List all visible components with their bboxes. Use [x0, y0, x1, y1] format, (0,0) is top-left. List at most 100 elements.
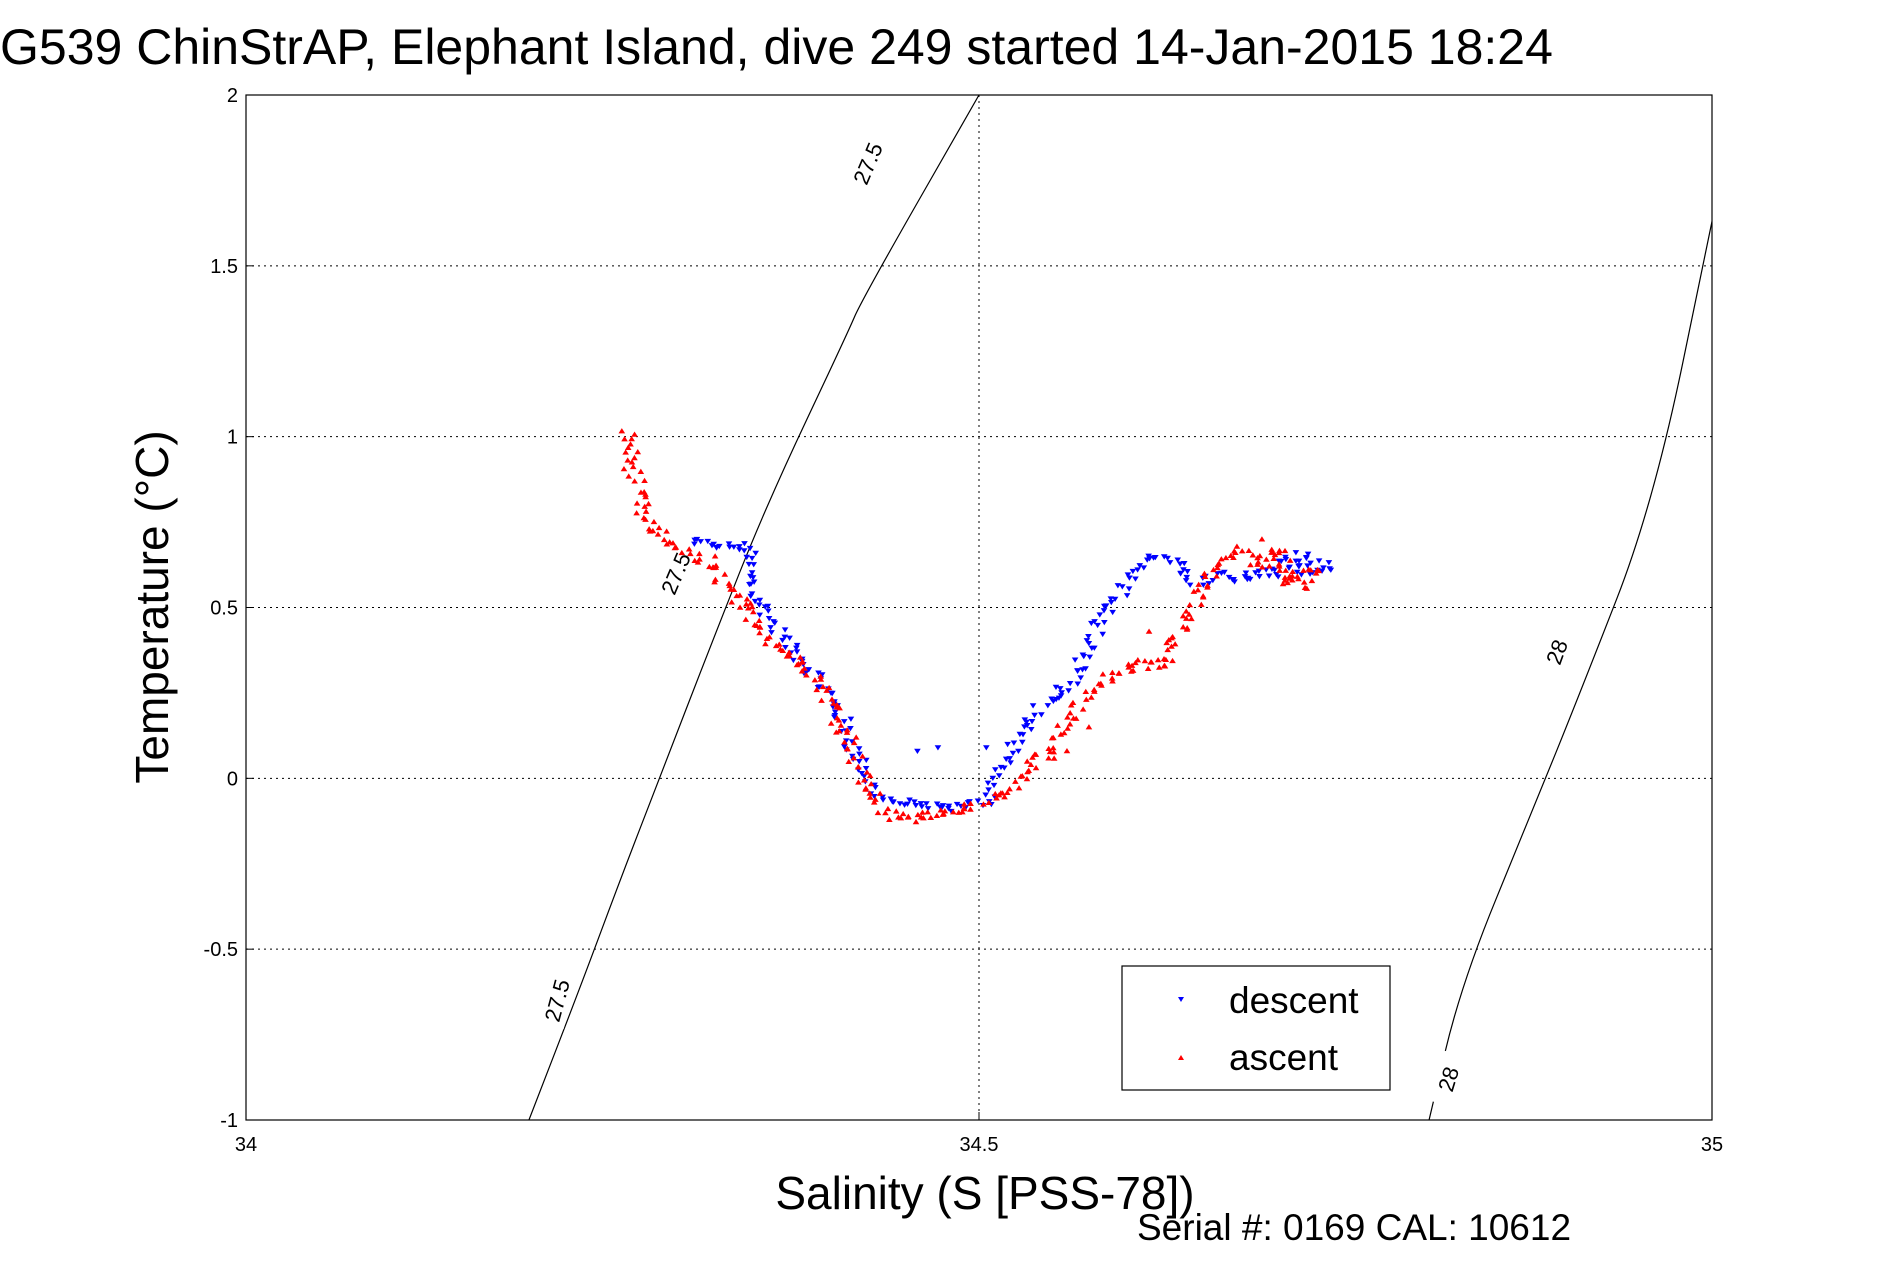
- ascent-point: [1300, 579, 1308, 585]
- descent-point: [1083, 638, 1091, 644]
- ascent-point: [633, 500, 641, 506]
- ascent-point: [654, 531, 662, 537]
- descent-point: [831, 709, 839, 715]
- ascent-point: [1201, 570, 1208, 576]
- descent-point: [740, 548, 748, 554]
- ascent-point: [801, 665, 808, 671]
- descent-point: [1088, 620, 1095, 627]
- chart-title: G539 ChinStrAP, Elephant Island, dive 24…: [0, 19, 1553, 75]
- ascent-point: [726, 582, 734, 589]
- descent-point: [1221, 569, 1228, 576]
- ascent-point: [1263, 556, 1270, 562]
- ascent-point: [1169, 633, 1176, 640]
- descent-point: [1126, 575, 1133, 581]
- descent-point: [858, 771, 866, 777]
- descent-point: [847, 726, 854, 732]
- descent-point: [1125, 586, 1133, 592]
- ascent-point: [1090, 686, 1098, 693]
- ascent-point: [628, 459, 636, 465]
- ascent-point: [830, 700, 837, 706]
- descent-point: [1132, 576, 1139, 582]
- descent-point: [1231, 579, 1238, 585]
- ascent-point: [1031, 751, 1039, 757]
- ascent-point: [1183, 625, 1191, 631]
- descent-point: [872, 785, 879, 791]
- ascent-point: [1275, 561, 1283, 567]
- ascent-point: [1050, 749, 1058, 755]
- ascent-point: [1168, 643, 1175, 649]
- descent-point: [1318, 568, 1326, 574]
- descent-point: [1071, 657, 1079, 663]
- ascent-point: [1163, 639, 1171, 646]
- descent-point: [848, 739, 856, 745]
- descent-point: [1077, 675, 1085, 681]
- ascent-point: [1281, 577, 1289, 583]
- data-series: [618, 428, 1335, 825]
- ascent-point: [1082, 688, 1090, 695]
- ascent-point: [750, 608, 757, 615]
- descent-point: [933, 801, 941, 807]
- ascent-point: [1057, 731, 1065, 737]
- legend-descent-marker: [1178, 997, 1184, 1002]
- descent-point: [1277, 558, 1285, 565]
- descent-point: [1065, 688, 1072, 694]
- descent-point: [984, 780, 992, 786]
- ascent-point: [669, 540, 677, 546]
- ascent-point: [1015, 785, 1023, 791]
- ascent-point: [867, 780, 875, 787]
- ascent-point: [886, 816, 893, 822]
- descent-point: [1214, 571, 1221, 577]
- descent-point: [767, 625, 774, 631]
- descent-point: [1091, 645, 1098, 651]
- ascent-point: [1276, 547, 1283, 553]
- ascent-point: [621, 436, 628, 442]
- descent-point: [1002, 756, 1010, 762]
- ascent-point: [633, 510, 640, 516]
- ascent-point: [1281, 574, 1289, 580]
- descent-point: [983, 745, 990, 751]
- series-descent: [691, 536, 1335, 815]
- descent-point: [1292, 550, 1300, 556]
- descent-point: [1023, 723, 1031, 729]
- ascent-point: [1045, 745, 1053, 752]
- ascent-point: [955, 809, 963, 815]
- ascent-point: [1258, 564, 1266, 570]
- ascent-point: [728, 599, 735, 605]
- ascent-point: [627, 441, 634, 447]
- descent-point: [756, 612, 764, 618]
- ascent-point: [1186, 602, 1194, 608]
- x-axis-label: Salinity (S [PSS-78]): [775, 1167, 1194, 1219]
- ascent-point: [819, 683, 827, 690]
- ascent-point: [628, 435, 635, 442]
- ascent-point: [786, 652, 793, 659]
- descent-point: [1129, 568, 1137, 575]
- ascent-point: [899, 810, 907, 817]
- ascent-point: [1134, 657, 1142, 663]
- ascent-point: [637, 468, 645, 474]
- ascent-point: [1179, 624, 1187, 630]
- descent-point: [934, 745, 942, 751]
- ascent-point: [796, 654, 804, 660]
- ascent-point: [1307, 567, 1315, 573]
- descent-point: [914, 748, 921, 754]
- descent-point: [985, 787, 992, 793]
- ascent-point: [817, 676, 825, 682]
- ascent-point: [1169, 657, 1176, 664]
- ascent-point: [742, 616, 750, 622]
- descent-point: [1009, 750, 1017, 757]
- ascent-point: [694, 559, 702, 565]
- ascent-point: [711, 553, 719, 559]
- ascent-point: [721, 571, 729, 577]
- y-tick-label: 0: [227, 768, 238, 790]
- descent-point: [1114, 583, 1122, 589]
- ascent-point: [751, 622, 759, 628]
- ascent-point: [625, 473, 633, 479]
- ascent-point: [642, 491, 649, 497]
- ascent-point: [756, 624, 764, 630]
- descent-point: [1109, 609, 1116, 616]
- ascent-point: [850, 755, 858, 761]
- ascent-point: [1276, 567, 1283, 573]
- descent-point: [1123, 593, 1131, 599]
- descent-point: [781, 634, 789, 640]
- descent-point: [691, 541, 698, 547]
